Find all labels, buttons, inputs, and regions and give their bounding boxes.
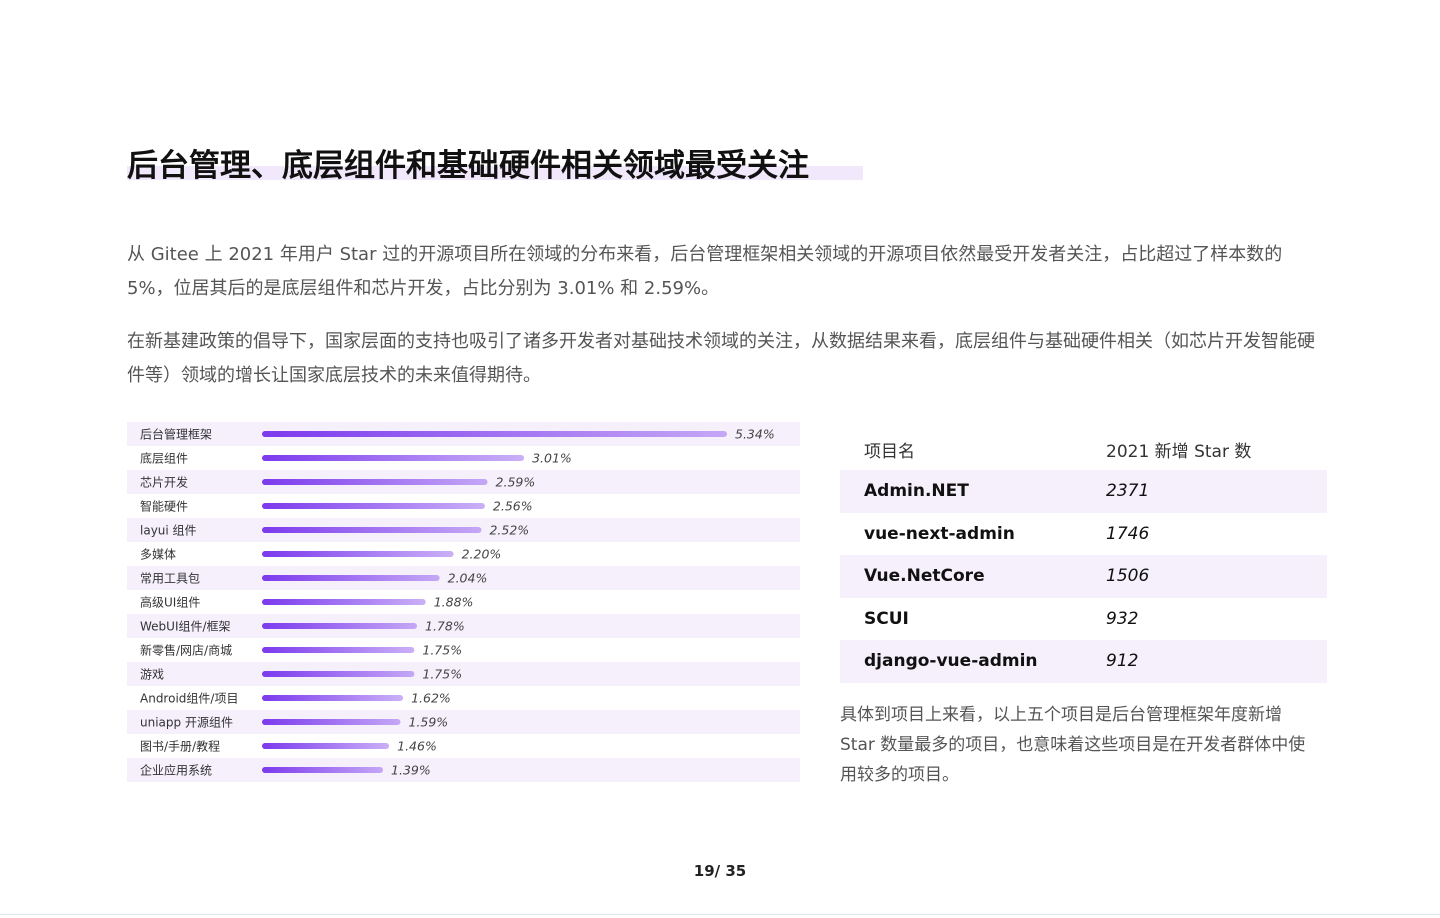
row-band [127,758,800,782]
star-count: 2371 [1082,470,1327,513]
category-label: 游戏 [140,668,164,682]
value-label: 1.59% [408,715,448,730]
value-label: 1.75% [422,643,462,658]
title-highlight [127,166,863,180]
value-label: 2.04% [448,571,488,586]
bar [262,479,488,485]
table-row: django-vue-admin 912 [840,640,1327,683]
category-label: 企业应用系统 [140,763,212,778]
value-label: 2.52% [489,523,529,538]
table-row: SCUI 932 [840,598,1327,641]
row-band [127,614,800,638]
value-label: 1.75% [422,667,462,682]
star-count: 1746 [1106,523,1150,544]
bar [262,551,454,557]
value-label: 5.34% [735,427,775,442]
bar [262,455,525,461]
star-count: 1506 [1082,555,1327,598]
bar [262,719,401,725]
bar-chart: 后台管理框架 5.34% 底层组件 3.01% 芯片开发 2.59% 智能硬件 2.56% la… [127,422,800,782]
project-name: SCUI [864,608,909,629]
category-label: 多媒体 [140,548,176,562]
value-label: 2.20% [462,547,502,562]
column-header: 2021 新增 Star 数 [1106,441,1252,462]
bar [262,503,485,509]
bar [262,623,417,629]
table-row: Admin.NET 2371 [840,470,1327,513]
table-row: Vue.NetCore 1506 [840,555,1327,598]
table-row: vue-next-admin 1746 [840,513,1327,556]
page-number: 19/ 35 [693,862,747,880]
category-label: 图书/手册/教程 [140,739,220,754]
value-label: 2.59% [496,475,536,490]
category-label: 新零售/网店/商城 [140,643,232,658]
project-name: django-vue-admin [840,640,1082,683]
value-label: 1.46% [397,739,437,754]
category-label: 后台管理框架 [140,427,212,442]
star-count: 912 [1082,640,1327,683]
footer-rule [0,914,1440,915]
category-label: 高级UI组件 [140,595,200,610]
category-label: WebUI组件/框架 [140,620,231,634]
category-label: 常用工具包 [140,572,200,586]
category-label: Android组件/项目 [140,692,238,706]
category-label: 底层组件 [140,451,188,466]
bar [262,431,727,437]
value-label: 1.39% [391,763,431,778]
note: 具体到项目上来看，以上五个项目是后台管理框架年度新增 Star 数量最多的项目，… [840,705,1306,785]
column-header: 项目名 [864,441,915,462]
bar [262,671,415,677]
paragraph: 在新基建政策的倡导下，国家层面的支持也吸引了诸多开发者对基础技术领域的关注，从数… [127,331,1315,386]
bar [262,767,384,773]
value-label: 1.78% [425,619,465,634]
project-name: Admin.NET [840,470,1082,513]
value-label: 1.62% [411,691,451,706]
bar [262,527,482,533]
value-label: 2.56% [493,499,533,514]
bar [262,647,415,653]
page-title: 后台管理、底层组件和基础硬件相关领域最受关注 [127,148,809,184]
value-label: 3.01% [532,451,572,466]
category-label: uniapp 开源组件 [140,716,233,730]
value-label: 1.88% [434,595,474,610]
row-band [127,710,800,734]
category-label: 智能硬件 [140,499,188,514]
bar [262,695,404,701]
project-name: Vue.NetCore [840,555,1082,598]
category-label: 芯片开发 [140,475,188,490]
bar [262,599,426,605]
row-band [127,566,800,590]
top-projects-table: 项目名 2021 新增 Star 数 Admin.NET 2371 vue-next… [840,428,1327,683]
paragraph: 从 Gitee 上 2021 年用户 Star 过的开源项目所在领域的分布来看，… [127,244,1283,299]
bar [262,743,390,749]
bar [262,575,440,581]
project-name: vue-next-admin [864,523,1015,544]
row-band [127,662,800,686]
category-label: layui 组件 [140,524,197,538]
star-count: 932 [1106,608,1139,629]
